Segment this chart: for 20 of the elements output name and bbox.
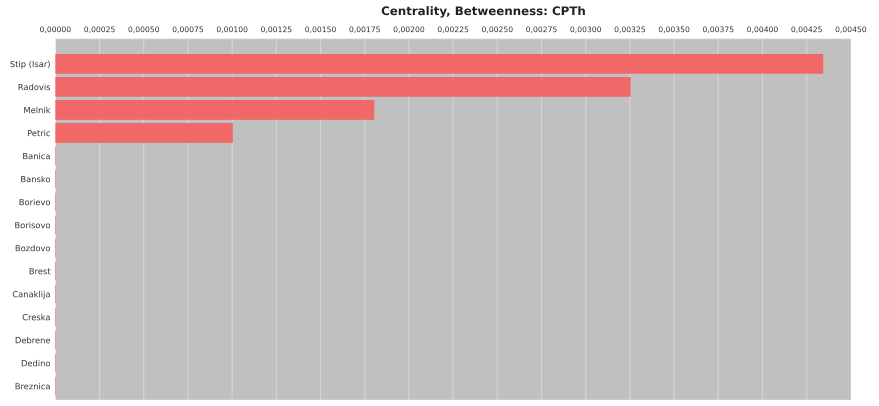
y-tick-label: Melnik bbox=[24, 106, 50, 114]
y-tick-label: Breznica bbox=[16, 382, 50, 390]
y-tick-label: Stip (Isar) bbox=[10, 60, 50, 69]
y-tick-label: Borievo bbox=[20, 198, 50, 206]
y-tick-label: Bansko bbox=[21, 176, 50, 182]
y-tick-label: Petric bbox=[28, 130, 50, 136]
bar bbox=[55, 54, 824, 74]
y-tick-label: Bozdovo bbox=[16, 244, 50, 252]
bar bbox=[55, 123, 233, 143]
y-tick-label: Canaklija bbox=[12, 290, 50, 299]
y-tick-label: Borisovo bbox=[15, 222, 50, 228]
y-tick-label: Brest bbox=[30, 268, 50, 274]
y-tick-label: Dedino bbox=[22, 360, 50, 366]
chart-title: Centrality, Betweenness: CPTh bbox=[382, 6, 585, 18]
bar bbox=[55, 77, 631, 97]
y-tick-label: Radovis bbox=[18, 84, 50, 90]
y-tick-label: Creska bbox=[22, 314, 50, 320]
y-tick-label: Banica bbox=[23, 152, 50, 160]
bar bbox=[55, 100, 374, 120]
y-tick-label: Debrene bbox=[16, 336, 50, 344]
